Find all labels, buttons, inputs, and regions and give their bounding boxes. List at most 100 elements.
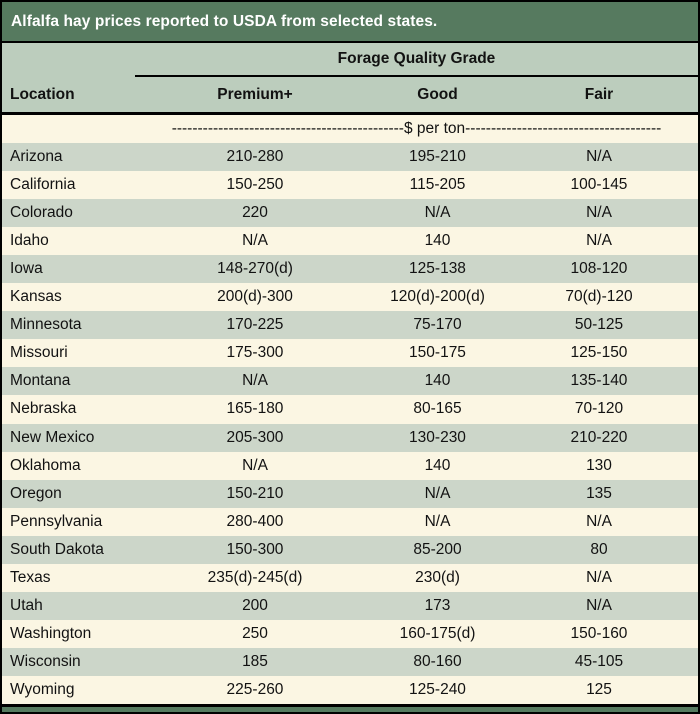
price-cell: N/A xyxy=(586,568,612,586)
table-row: Utah 200 173 N/A xyxy=(2,591,698,620)
price-cell: 280-400 xyxy=(226,512,284,530)
table-row: California 150-250 115-205 100-145 xyxy=(2,171,698,200)
price-cell: 165-180 xyxy=(226,400,284,418)
price-cell: 125-150 xyxy=(570,344,628,362)
price-cell: 45-105 xyxy=(574,652,624,670)
bottom-strip xyxy=(2,704,698,712)
table-row: Oklahoma N/A 140 130 xyxy=(2,451,698,480)
price-cell: 80-160 xyxy=(413,652,462,670)
table-body: ----------------------------------------… xyxy=(2,115,698,704)
table-row: Colorado 220 N/A N/A xyxy=(2,199,698,228)
price-cell: 100-145 xyxy=(570,176,628,194)
price-cell: 135 xyxy=(586,484,612,502)
price-cell: N/A xyxy=(586,148,612,166)
location-cell: Minnesota xyxy=(10,316,82,334)
location-cell: South Dakota xyxy=(10,540,104,558)
price-cell: 210-220 xyxy=(570,428,628,446)
price-cell: 80-165 xyxy=(413,400,462,418)
price-cell: N/A xyxy=(242,232,268,250)
price-cell: 50-125 xyxy=(574,316,624,334)
table-row: Montana N/A 140 135-140 xyxy=(2,367,698,396)
price-cell: 130-230 xyxy=(409,428,466,446)
table-row: South Dakota 150-300 85-200 80 xyxy=(2,535,698,564)
price-cell: 205-300 xyxy=(226,428,284,446)
price-cell: N/A xyxy=(586,596,612,614)
table-row: Nebraska 165-180 80-165 70-120 xyxy=(2,395,698,424)
price-cell: 200(d)-300 xyxy=(217,288,293,306)
price-cell: N/A xyxy=(242,456,268,474)
group-header-forage-quality-grade: Forage Quality Grade xyxy=(135,43,698,77)
table-row: Texas 235(d)-245(d) 230(d) N/A xyxy=(2,563,698,592)
table-row: Pennsylvania 280-400 N/A N/A xyxy=(2,507,698,536)
price-cell: 75-170 xyxy=(413,316,462,334)
price-cell: 125 xyxy=(586,680,612,698)
location-cell: Idaho xyxy=(10,232,49,250)
price-cell: 195-210 xyxy=(409,148,466,166)
column-header-good: Good xyxy=(417,85,458,103)
location-cell: Arizona xyxy=(10,148,63,166)
price-cell: 173 xyxy=(424,596,451,614)
price-cell: 70-120 xyxy=(574,400,624,418)
price-cell: 175-300 xyxy=(226,344,284,362)
location-cell: Wyoming xyxy=(10,680,75,698)
table-row: Missouri 175-300 150-175 125-150 xyxy=(2,339,698,368)
price-cell: 115-205 xyxy=(409,176,466,194)
table-row: Iowa 148-270(d) 125-138 108-120 xyxy=(2,255,698,284)
column-header-fair: Fair xyxy=(584,85,614,103)
price-cell: 150-210 xyxy=(226,484,284,502)
column-header-location: Location xyxy=(10,85,75,103)
price-cell: 150-300 xyxy=(226,540,284,558)
price-cell: 235(d)-245(d) xyxy=(207,568,303,586)
price-cell: 225-260 xyxy=(226,680,284,698)
location-cell: Colorado xyxy=(10,204,73,222)
price-cell: 140 xyxy=(424,372,451,390)
price-cell: 140 xyxy=(424,232,451,250)
price-cell: N/A xyxy=(424,204,451,222)
table-row: Minnesota 170-225 75-170 50-125 xyxy=(2,311,698,340)
table-row: Kansas 200(d)-300 120(d)-200(d) 70(d)-120 xyxy=(2,283,698,312)
location-cell: Texas xyxy=(10,568,51,586)
price-cell: 210-280 xyxy=(226,148,284,166)
price-cell: 70(d)-120 xyxy=(565,288,633,306)
location-cell: Iowa xyxy=(10,260,43,278)
price-cell: 250 xyxy=(242,624,268,642)
price-cell: 150-250 xyxy=(226,176,284,194)
price-cell: 85-200 xyxy=(413,540,462,558)
price-cell: N/A xyxy=(424,512,451,530)
unit-row: ----------------------------------------… xyxy=(2,115,698,144)
price-cell: 150-160 xyxy=(570,624,628,642)
page-title: Alfalfa hay prices reported to USDA from… xyxy=(11,12,438,30)
column-header-premium: Premium+ xyxy=(217,85,293,103)
location-cell: Montana xyxy=(10,372,71,390)
location-cell: Washington xyxy=(10,624,92,642)
unit-label: ----------------------------------------… xyxy=(171,120,662,138)
table-row: Washington 250 160-175(d) 150-160 xyxy=(2,619,698,648)
price-cell: 120(d)-200(d) xyxy=(390,288,485,306)
location-cell: Kansas xyxy=(10,288,62,306)
price-cell: N/A xyxy=(586,232,612,250)
location-cell: Wisconsin xyxy=(10,652,81,670)
price-cell: 135-140 xyxy=(570,372,628,390)
price-cell: N/A xyxy=(424,484,451,502)
price-cell: 160-175(d) xyxy=(399,624,476,642)
price-cell: 148-270(d) xyxy=(217,260,293,278)
price-cell: 150-175 xyxy=(409,344,466,362)
price-cell: 125-240 xyxy=(409,680,466,698)
table-row: New Mexico 205-300 130-230 210-220 xyxy=(2,423,698,452)
location-cell: Oregon xyxy=(10,484,62,502)
price-cell: 80 xyxy=(590,540,608,558)
table-row: Wyoming 225-260 125-240 125 xyxy=(2,675,698,704)
location-cell: Pennsylvania xyxy=(10,512,103,530)
price-cell: 170-225 xyxy=(226,316,284,334)
location-cell: Utah xyxy=(10,596,43,614)
price-cell: N/A xyxy=(586,204,612,222)
header-corner-spacer xyxy=(2,43,135,77)
location-cell: California xyxy=(10,176,76,194)
location-cell: Oklahoma xyxy=(10,456,81,474)
price-cell: N/A xyxy=(586,512,612,530)
location-cell: Missouri xyxy=(10,344,68,362)
price-cell: 220 xyxy=(242,204,268,222)
table-row: Arizona 210-280 195-210 N/A xyxy=(2,143,698,172)
title-bar: Alfalfa hay prices reported to USDA from… xyxy=(2,2,698,43)
location-cell: New Mexico xyxy=(10,428,95,446)
